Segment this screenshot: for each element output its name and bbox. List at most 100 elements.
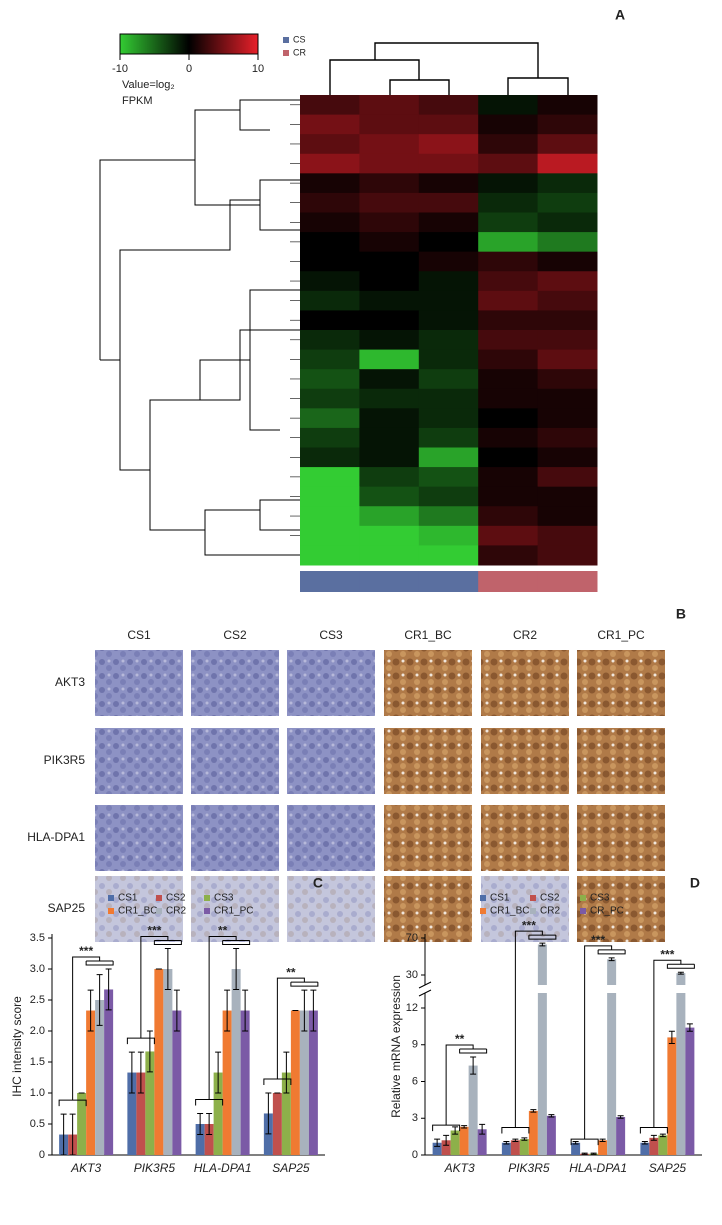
- heat-cell: [300, 114, 360, 135]
- heat-cell: [300, 173, 360, 194]
- error-bar: [668, 1030, 675, 1045]
- heat-cell: [537, 330, 598, 351]
- heat-cell: [418, 486, 479, 507]
- sig-label: ***: [591, 933, 605, 947]
- legend-label: CS1: [490, 893, 510, 904]
- heat-cell: [537, 545, 598, 566]
- error-bar: [461, 1125, 468, 1129]
- error-bar: [69, 1113, 76, 1156]
- y-tick-label: 30: [406, 969, 418, 981]
- colorbar-label: Value=log₂: [122, 79, 175, 91]
- bar: [685, 1027, 695, 1155]
- heat-cell: [418, 330, 479, 351]
- ihc-image: [95, 650, 183, 716]
- x-tick-label: PIK3R5: [134, 1161, 176, 1175]
- bar: [136, 1072, 146, 1155]
- heat-cell: [300, 95, 360, 116]
- group-bar: [418, 571, 479, 592]
- heat-cell: [300, 525, 360, 546]
- heat-cell: [537, 349, 598, 370]
- legend-label: CS2: [166, 893, 186, 904]
- heat-cell: [418, 95, 479, 116]
- heat-cell: [478, 271, 539, 292]
- heat-cell: [359, 192, 420, 213]
- bar: [104, 989, 114, 1155]
- heat-cell: [478, 408, 539, 429]
- error-bar: [572, 1141, 579, 1145]
- heat-cell: [300, 251, 360, 272]
- error-bar: [105, 968, 112, 1011]
- error-bar: [164, 948, 171, 990]
- error-bar: [87, 989, 94, 1032]
- ihc-image: [191, 728, 279, 794]
- bar: [616, 1117, 626, 1155]
- bar: [459, 1126, 469, 1155]
- bar: [213, 1072, 223, 1155]
- x-tick-label: HLA-DPA1: [569, 1161, 627, 1175]
- legend-swatch: [580, 895, 586, 901]
- heat-cell: [418, 506, 479, 527]
- heat-cell: [418, 134, 479, 155]
- legend-swatch: [156, 908, 162, 914]
- error-bar: [96, 974, 103, 1026]
- legend-swatch: [156, 895, 162, 901]
- ihc-image: [384, 876, 472, 942]
- heat-cell: [537, 114, 598, 135]
- bar: [154, 969, 164, 1155]
- heat-cell: [359, 408, 420, 429]
- axis-break: [419, 985, 431, 993]
- heat-cell: [537, 212, 598, 233]
- error-bar: [617, 1115, 624, 1119]
- heat-cell: [418, 427, 479, 448]
- heat-cell: [478, 153, 539, 174]
- sig-label: ***: [79, 944, 93, 958]
- error-bar: [452, 1126, 459, 1135]
- error-bar: [310, 989, 317, 1032]
- legend-swatch: [108, 908, 114, 914]
- heat-cell: [478, 467, 539, 488]
- bar: [598, 1140, 608, 1155]
- heat-cell: [418, 408, 479, 429]
- legend-swatch: [480, 895, 486, 901]
- heat-cell: [300, 271, 360, 292]
- legend-swatch: [283, 37, 289, 43]
- sig-label: ***: [522, 918, 536, 932]
- bar: [308, 1010, 318, 1155]
- heat-cell: [300, 330, 360, 351]
- heat-cell: [537, 388, 598, 409]
- heat-cell: [478, 134, 539, 155]
- bar: [640, 1142, 650, 1155]
- heat-cell: [359, 506, 420, 527]
- ihc-image: [577, 650, 665, 716]
- error-bar: [137, 1051, 144, 1094]
- legend-swatch: [580, 908, 586, 914]
- bar-break-gap: [536, 985, 548, 993]
- error-bar: [686, 1023, 693, 1032]
- colorbar: [119, 33, 259, 55]
- sig-bracket: [570, 945, 626, 1146]
- heat-cell: [300, 467, 360, 488]
- heat-cell: [478, 486, 539, 507]
- heat-cell: [418, 173, 479, 194]
- group-bar: [537, 571, 598, 592]
- error-bar: [470, 1056, 477, 1075]
- bar: [281, 1072, 291, 1155]
- legend-label: CS: [293, 34, 306, 44]
- sig-label: ***: [147, 924, 161, 938]
- column-label: CS1: [127, 628, 151, 642]
- heat-cell: [359, 153, 420, 174]
- error-bar: [539, 942, 546, 947]
- heat-cell: [478, 310, 539, 331]
- heat-cell: [300, 310, 360, 331]
- bar: [450, 1130, 460, 1155]
- ihc-image: [287, 650, 375, 716]
- heat-cell: [478, 447, 539, 468]
- column-dendrogram: [329, 42, 569, 95]
- bar: [537, 944, 547, 1155]
- heat-cell: [478, 95, 539, 116]
- heat-cell: [300, 290, 360, 311]
- y-tick-label: 0.5: [30, 1118, 45, 1130]
- row-label: HLA-DPA1: [27, 830, 85, 844]
- y-tick-label: 12: [406, 1002, 418, 1014]
- heat-cell: [478, 251, 539, 272]
